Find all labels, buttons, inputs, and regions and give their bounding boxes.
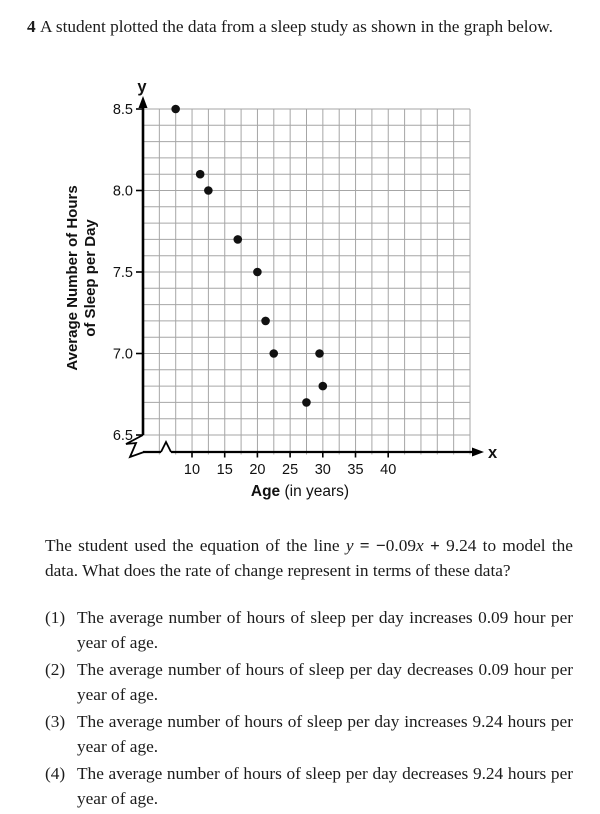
question-header: 4 A student plotted the data from a slee… bbox=[27, 14, 566, 39]
x-axis-ticks: 10 15 20 25 30 35 40 bbox=[184, 452, 396, 478]
data-point bbox=[261, 316, 270, 326]
data-point bbox=[318, 381, 328, 391]
paragraph-before: The student used the equation of the lin… bbox=[45, 536, 346, 555]
data-point bbox=[204, 186, 213, 195]
data-points bbox=[171, 104, 328, 407]
option-4-text: The average number of hours of sleep per… bbox=[77, 764, 573, 808]
sleep-study-graph-svg: 10 15 20 25 30 35 40 8.5 8.0 7.5 7.0 6.5 y x Age (in y… bbox=[64, 78, 498, 500]
svg-text:8.0: 8.0 bbox=[113, 184, 133, 200]
axis-break-notch bbox=[160, 439, 172, 453]
data-point bbox=[195, 169, 205, 179]
option-1-label: (1) bbox=[45, 608, 66, 627]
question-stem: A student plotted the data from a sleep … bbox=[40, 17, 553, 36]
equation-plus: + bbox=[423, 536, 447, 555]
equation-y: y bbox=[345, 536, 354, 555]
question-number: 4 bbox=[27, 17, 36, 36]
axis-labels: y x Age (in years) Average Number of Hours o… bbox=[64, 78, 498, 500]
svg-text:25: 25 bbox=[282, 462, 298, 478]
answer-option-3: (3) The average number of hours of sleep… bbox=[45, 710, 573, 759]
option-3-label: (3) bbox=[45, 712, 66, 731]
data-point bbox=[171, 104, 180, 114]
equation-x: x bbox=[416, 536, 424, 555]
y-axis-ticks: 8.5 8.0 7.5 7.0 6.5 bbox=[113, 102, 143, 444]
paragraph-after: to model the data. What does the rate of… bbox=[45, 536, 573, 580]
axis-break bbox=[125, 434, 145, 459]
y-axis-title-line2: of Sleep per Day bbox=[82, 219, 99, 337]
option-2-label: (2) bbox=[45, 660, 66, 679]
option-4-label: (4) bbox=[45, 764, 66, 783]
answer-option-1: (1) The average number of hours of sleep… bbox=[45, 606, 573, 655]
svg-text:8.5: 8.5 bbox=[113, 102, 133, 118]
answer-options: (1) The average number of hours of sleep… bbox=[45, 606, 573, 814]
sleep-study-graph: 10 15 20 25 30 35 40 8.5 8.0 7.5 7.0 6.5 y x Age (in y… bbox=[55, 78, 515, 508]
answer-option-2: (2) The average number of hours of sleep… bbox=[45, 658, 573, 707]
equation-minus: − bbox=[375, 536, 386, 555]
x-axis-title: Age (in years) bbox=[251, 483, 349, 500]
y-axis-title-line1: Average Number of Hours bbox=[64, 185, 81, 370]
svg-text:30: 30 bbox=[315, 462, 331, 478]
svg-text:35: 35 bbox=[347, 462, 363, 478]
svg-text:6.5: 6.5 bbox=[113, 428, 133, 444]
data-point bbox=[302, 398, 311, 407]
equation-coefficient: 0.09 bbox=[385, 536, 417, 555]
data-point bbox=[253, 267, 262, 277]
answer-option-4: (4) The average number of hours of sleep… bbox=[45, 762, 573, 811]
svg-text:40: 40 bbox=[380, 462, 396, 478]
svg-text:7.0: 7.0 bbox=[113, 347, 133, 363]
option-3-text: The average number of hours of sleep per… bbox=[77, 712, 573, 756]
equation-intercept: 9.24 bbox=[446, 536, 477, 555]
svg-text:10: 10 bbox=[184, 462, 200, 478]
option-1-text: The average number of hours of sleep per… bbox=[77, 608, 573, 652]
option-2-text: The average number of hours of sleep per… bbox=[77, 660, 573, 704]
svg-text:15: 15 bbox=[217, 462, 233, 478]
x-axis-arrowhead bbox=[472, 447, 484, 457]
svg-text:7.5: 7.5 bbox=[113, 265, 133, 281]
svg-text:20: 20 bbox=[249, 462, 265, 478]
equation-equals: = bbox=[353, 536, 376, 555]
data-point bbox=[315, 349, 324, 358]
data-point bbox=[233, 235, 243, 244]
y-axis-arrowhead bbox=[138, 96, 148, 108]
svg-text:y: y bbox=[137, 78, 147, 96]
svg-text:x: x bbox=[488, 444, 498, 462]
grid-lines bbox=[143, 108, 471, 452]
data-point bbox=[269, 349, 279, 358]
model-paragraph: The student used the equation of the lin… bbox=[45, 533, 573, 583]
